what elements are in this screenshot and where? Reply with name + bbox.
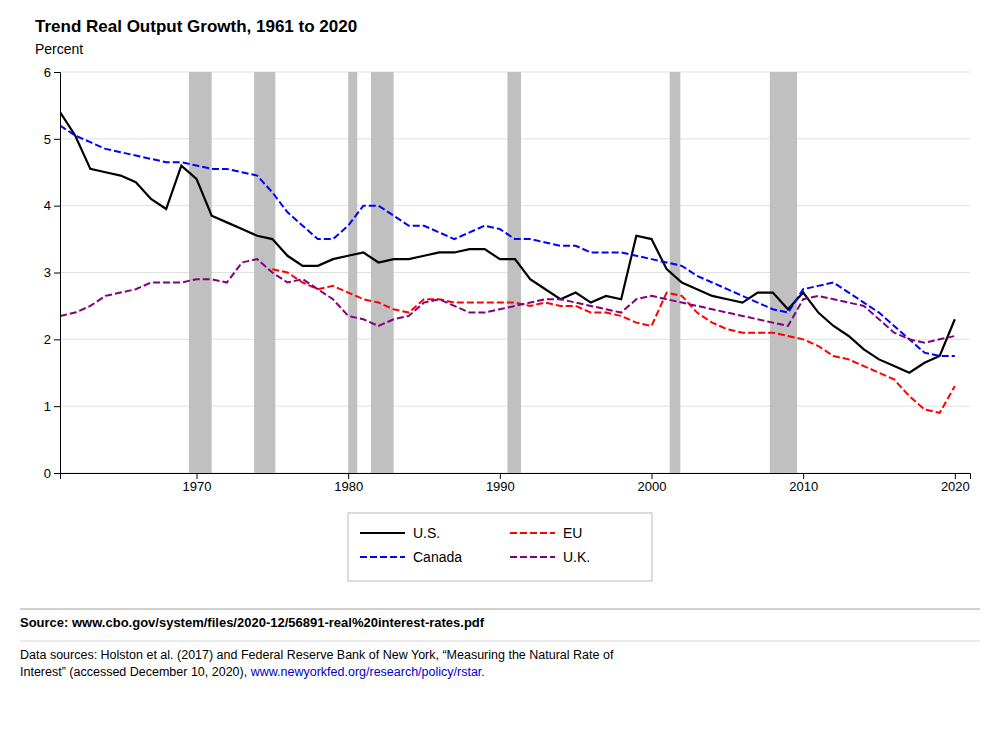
x-tick: 2020 <box>941 473 970 494</box>
legend-swatch <box>510 556 555 558</box>
legend-label: U.K. <box>563 549 590 565</box>
x-axis-line <box>61 474 971 480</box>
y-tick-mark <box>54 206 60 207</box>
x-tick-mark <box>803 473 804 479</box>
y-axis-title: Percent <box>35 41 83 57</box>
y-tick-label: 0 <box>44 466 51 481</box>
x-tick-mark <box>500 473 501 479</box>
x-tick: 1980 <box>334 473 363 494</box>
shaded-band <box>189 72 212 473</box>
y-tick-label: 6 <box>44 65 51 80</box>
shaded-band <box>507 72 521 473</box>
y-tick-label: 3 <box>44 265 51 280</box>
x-axis: 1970 1980 1990 2000 2010 2020 <box>61 473 971 494</box>
series-line <box>60 259 955 343</box>
plot: 1970 1980 1990 2000 2010 2020 0 1 2 3 4 5 6 <box>44 65 971 495</box>
y-tick: 2 <box>44 332 60 347</box>
x-tick-mark <box>652 473 653 479</box>
x-tick-label: 2010 <box>789 479 818 494</box>
separator <box>20 609 980 610</box>
y-tick: 5 <box>44 131 60 146</box>
x-tick-mark <box>348 473 349 479</box>
legend: U.S. Canada EU U.K. <box>348 513 652 581</box>
y-tick: 4 <box>44 198 60 213</box>
y-axis-line <box>54 73 61 474</box>
x-tick: 2000 <box>638 473 667 494</box>
x-tick-label: 1990 <box>486 479 515 494</box>
y-tick-label: 1 <box>44 399 51 414</box>
x-tick-label: 2020 <box>941 479 970 494</box>
legend-swatch <box>510 532 555 534</box>
source: Source: www.cbo.gov/system/files/2020-12… <box>20 615 485 630</box>
x-tick-mark <box>955 473 956 479</box>
chart: Trend Real Output Growth, 1961 to 2020 Pe… <box>0 0 1000 743</box>
series-line <box>60 112 955 373</box>
x-tick-label: 1970 <box>183 479 212 494</box>
y-tick-mark <box>54 72 60 73</box>
y-tick: 1 <box>44 399 60 414</box>
x-tick: 2010 <box>789 473 818 494</box>
x-tick: 1990 <box>486 473 515 494</box>
y-tick-label: 5 <box>44 131 51 146</box>
x-tick-label: 2000 <box>638 479 667 494</box>
legend-label: EU <box>563 525 582 541</box>
footnote-link: www.newyorkfed.org/research/policy/rstar… <box>250 665 485 679</box>
legend-label: Canada <box>413 549 462 565</box>
y-tick-label: 4 <box>44 198 51 213</box>
legend-swatch <box>360 532 405 534</box>
y-tick-mark <box>54 473 60 474</box>
series-line <box>60 125 955 356</box>
footnote-line: Data sources: Holston et al. (2017) and … <box>20 648 614 662</box>
grid <box>60 72 970 473</box>
shaded-band <box>770 72 797 473</box>
legend-box <box>348 513 652 581</box>
y-tick: 6 <box>44 65 60 80</box>
legend-label: U.S. <box>413 525 440 541</box>
y-tick-label: 2 <box>44 332 51 347</box>
y-tick: 0 <box>44 466 60 481</box>
y-axis: 0 1 2 3 4 5 6 <box>44 65 61 481</box>
footnote-line: Interest” (accessed December 10, 2020), <box>20 665 251 679</box>
y-tick: 3 <box>44 265 60 280</box>
shaded-band <box>348 72 357 473</box>
y-tick-mark <box>54 273 60 274</box>
x-tick: 1970 <box>183 473 212 494</box>
separator <box>20 641 980 642</box>
y-tick-mark <box>54 139 60 140</box>
x-tick-mark <box>197 473 198 479</box>
series-line <box>272 269 955 413</box>
marks <box>60 72 955 473</box>
y-tick-mark <box>54 339 60 340</box>
footnote: Data sources: Holston et al. (2017) and … <box>20 648 614 679</box>
shaded-band <box>371 72 394 473</box>
title: Trend Real Output Growth, 1961 to 2020 <box>35 17 357 36</box>
y-tick-mark <box>54 406 60 407</box>
x-tick-label: 1980 <box>334 479 363 494</box>
legend-swatch <box>360 556 405 558</box>
